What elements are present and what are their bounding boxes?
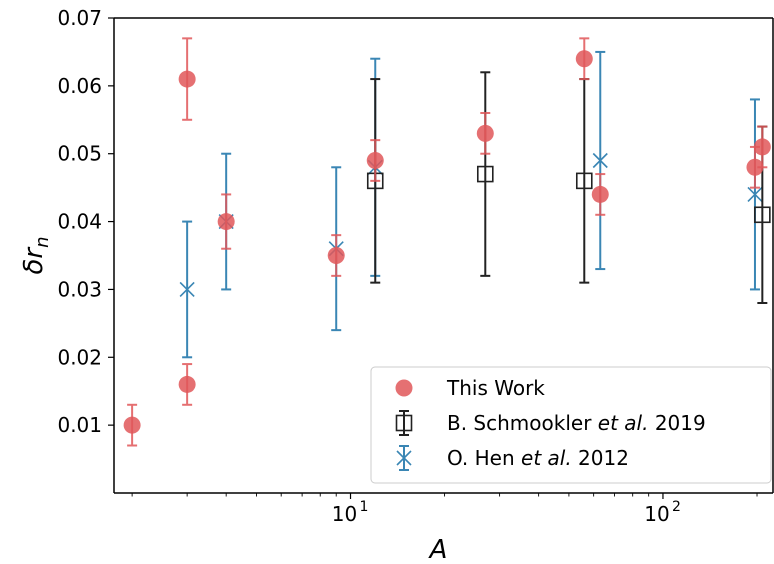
x-tick-exponent: 2 <box>672 499 681 515</box>
data-point <box>747 186 763 202</box>
error-bar <box>579 78 590 284</box>
y-tick-label: 0.05 <box>57 142 102 166</box>
legend-label: This Work <box>446 376 545 400</box>
x-marker-stroke <box>747 186 763 202</box>
data-point <box>476 165 494 183</box>
data-point <box>754 206 771 224</box>
data-point <box>179 281 195 297</box>
plot-area <box>123 37 771 447</box>
data-point <box>217 213 235 231</box>
x-marker-stroke <box>179 281 195 297</box>
y-tick-label: 0.06 <box>57 74 102 98</box>
legend-entry: This Work <box>395 376 545 400</box>
x-tick-label: 10 <box>332 502 357 526</box>
data-point <box>575 172 593 190</box>
legend-label-italic: et al. <box>515 446 572 470</box>
legend-box <box>370 366 772 484</box>
legend-label-year: 2019 <box>648 411 705 435</box>
series-hen <box>179 50 763 359</box>
series-this-work <box>123 37 771 447</box>
x-tick-exponent: 1 <box>360 499 369 515</box>
x-tick-label: 10 <box>644 502 669 526</box>
series-schmookler <box>366 71 771 304</box>
data-point <box>123 416 141 434</box>
legend-label: O. Hen et al. 2012 <box>447 446 629 470</box>
y-tick-label: 0.01 <box>57 413 102 437</box>
legend-label-year: 2012 <box>572 446 629 470</box>
legend-entry: B. Schmookler et al. 2019 <box>395 410 706 436</box>
legend-marker <box>396 450 412 466</box>
error-bar <box>480 71 491 277</box>
data-point <box>327 247 345 264</box>
legend-label-name: O. Hen <box>447 446 515 470</box>
legend-label-name: This Work <box>446 376 545 400</box>
data-point <box>178 70 196 88</box>
legend-label-italic: et al. <box>591 411 648 435</box>
data-point <box>178 375 196 393</box>
y-axis-label-subscript: n <box>32 236 53 247</box>
x-marker-stroke <box>592 152 608 169</box>
legend-entry: O. Hen et al. 2012 <box>396 445 629 471</box>
legend-marker <box>395 379 413 397</box>
legend-label: B. Schmookler et al. 2019 <box>447 411 706 435</box>
data-point <box>366 152 384 169</box>
legend-marker <box>395 414 413 432</box>
y-axis-label: δrn <box>19 236 53 274</box>
y-axis-label-main: δr <box>19 246 49 275</box>
x-axis-label: A <box>428 535 448 564</box>
x-marker-stroke <box>396 450 412 466</box>
data-point <box>746 158 764 176</box>
legend: This Work B. Schmookler et al. 2019 O. Hen… <box>370 366 772 484</box>
y-tick-label: 0.02 <box>57 345 102 369</box>
y-tick-label: 0.03 <box>57 277 102 301</box>
legend-label-name: B. Schmookler <box>447 411 592 435</box>
y-tick-label: 0.07 <box>57 6 102 30</box>
data-point <box>592 152 608 169</box>
data-point <box>476 124 494 142</box>
y-tick-label: 0.04 <box>57 210 102 234</box>
data-point <box>591 185 609 203</box>
data-point <box>575 50 593 68</box>
data-point <box>753 138 771 156</box>
